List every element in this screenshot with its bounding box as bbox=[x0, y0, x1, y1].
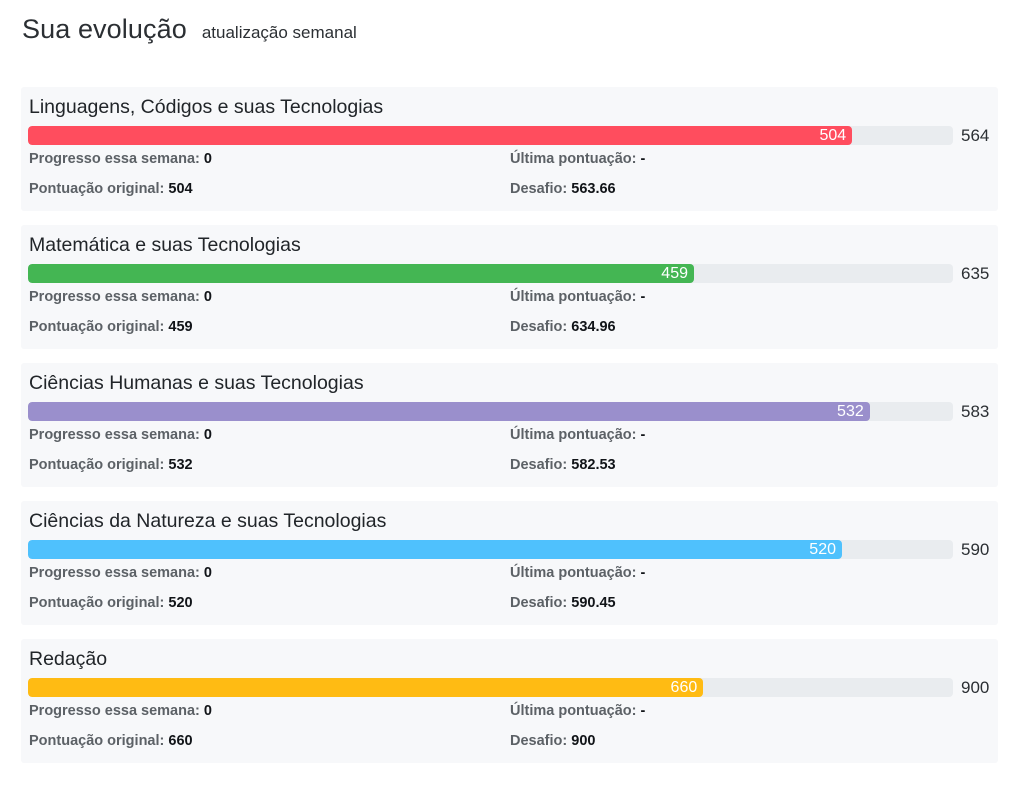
page-header: Sua evolução atualização semanal bbox=[22, 14, 357, 45]
progress-bar-value: 532 bbox=[837, 402, 864, 420]
last-score: Última pontuação: - bbox=[510, 151, 646, 167]
challenge-score: Desafio: 582.53 bbox=[510, 457, 616, 473]
original-score: Pontuação original: 504 bbox=[29, 181, 193, 197]
progress-bar-value: 459 bbox=[661, 264, 688, 282]
progress-bar-track: 532 bbox=[28, 402, 953, 421]
challenge-score: Desafio: 634.96 bbox=[510, 319, 616, 335]
subject-title: Redação bbox=[29, 648, 108, 670]
page-subtitle: atualização semanal bbox=[201, 23, 357, 42]
subject-card-redacao: Redação 660 900 Progresso essa semana: 0… bbox=[21, 639, 998, 763]
subject-card-humanas: Ciências Humanas e suas Tecnologias 532 … bbox=[21, 363, 998, 487]
challenge-score: Desafio: 563.66 bbox=[510, 181, 616, 197]
page-title: Sua evolução bbox=[22, 14, 187, 44]
challenge-score: Desafio: 900 bbox=[510, 733, 596, 749]
subject-title: Ciências da Natureza e suas Tecnologias bbox=[29, 510, 387, 532]
progress-bar-max: 635 bbox=[961, 264, 990, 283]
last-score: Última pontuação: - bbox=[510, 565, 646, 581]
progress-bar-max: 590 bbox=[961, 540, 990, 559]
subject-title: Linguagens, Códigos e suas Tecnologias bbox=[29, 96, 384, 118]
weekly-progress: Progresso essa semana: 0 bbox=[29, 703, 212, 719]
progress-bar-max: 583 bbox=[961, 402, 990, 421]
progress-bar-track: 660 bbox=[28, 678, 953, 697]
progress-bar-track: 504 bbox=[28, 126, 953, 145]
progress-bar-max: 564 bbox=[961, 126, 990, 145]
progress-bar-max: 900 bbox=[961, 678, 990, 697]
subject-card-matematica: Matemática e suas Tecnologias 459 635 Pr… bbox=[21, 225, 998, 349]
original-score: Pontuação original: 520 bbox=[29, 595, 193, 611]
progress-bar-fill: 532 bbox=[28, 402, 870, 421]
progress-bar-fill: 520 bbox=[28, 540, 842, 559]
progress-bar-value: 660 bbox=[670, 678, 698, 696]
progress-bar-track: 459 bbox=[28, 264, 953, 283]
last-score: Última pontuação: - bbox=[510, 427, 646, 443]
progress-bar-value: 504 bbox=[819, 126, 847, 144]
progress-bar-track: 520 bbox=[28, 540, 953, 559]
last-score: Última pontuação: - bbox=[510, 289, 646, 305]
subject-title: Ciências Humanas e suas Tecnologias bbox=[29, 372, 364, 394]
subject-card-natureza: Ciências da Natureza e suas Tecnologias … bbox=[21, 501, 998, 625]
progress-bar-fill: 504 bbox=[28, 126, 853, 145]
weekly-progress: Progresso essa semana: 0 bbox=[29, 427, 212, 443]
original-score: Pontuação original: 459 bbox=[29, 319, 193, 335]
weekly-progress: Progresso essa semana: 0 bbox=[29, 151, 212, 167]
weekly-progress: Progresso essa semana: 0 bbox=[29, 289, 212, 305]
progress-bar-fill: 459 bbox=[28, 264, 694, 283]
progress-bar-fill: 660 bbox=[28, 678, 704, 697]
subject-cards: Linguagens, Códigos e suas Tecnologias 5… bbox=[21, 87, 998, 777]
original-score: Pontuação original: 532 bbox=[29, 457, 193, 473]
progress-bar-value: 520 bbox=[809, 540, 836, 558]
last-score: Última pontuação: - bbox=[510, 703, 646, 719]
weekly-progress: Progresso essa semana: 0 bbox=[29, 565, 212, 581]
challenge-score: Desafio: 590.45 bbox=[510, 595, 616, 611]
subject-title: Matemática e suas Tecnologias bbox=[29, 234, 301, 256]
original-score: Pontuação original: 660 bbox=[29, 733, 193, 749]
subject-card-linguagens: Linguagens, Códigos e suas Tecnologias 5… bbox=[21, 87, 998, 211]
